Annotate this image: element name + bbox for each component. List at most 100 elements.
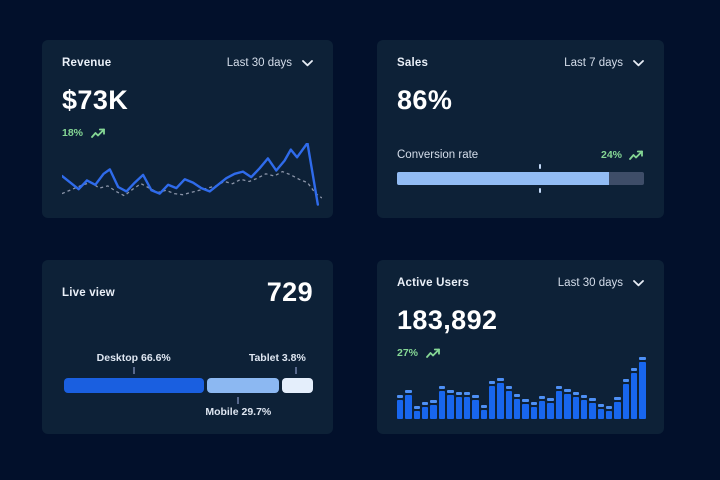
bar-body [480,409,487,419]
bar-cap [622,379,630,383]
bar-body [472,399,479,419]
bar [564,388,571,419]
bar [555,385,563,419]
sales-range-dropdown[interactable]: Last 7 days [564,57,644,69]
live-view-value: 729 [266,277,313,307]
bar-body [463,396,471,419]
bar-cap [430,400,437,404]
revenue-card-title: Revenue [62,57,112,69]
active-users-header: Active Users Last 30 days [397,277,644,289]
bar-body [555,390,563,419]
bar-body [547,402,554,419]
bar [430,400,437,419]
bar [522,399,529,419]
bar [589,397,596,419]
bar-body [514,398,521,419]
revenue-value: $73K [62,85,129,115]
bar [530,402,538,419]
bar-cap [555,385,563,389]
bar [405,390,412,419]
bar-body [430,405,437,419]
bar-cap [413,405,421,409]
live-view-title: Live view [62,286,115,299]
trend-up-icon [426,348,440,358]
bar-cap [572,391,579,395]
bar-cap [438,385,446,389]
bar-cap [522,399,529,403]
bar-cap [605,405,613,409]
active-users-range-dropdown[interactable]: Last 30 days [558,277,644,289]
tablet-callout-tick [294,367,297,374]
bar [505,385,513,419]
bar-body [539,401,546,419]
bar-cap [580,394,588,398]
bar [514,393,521,419]
revenue-card-header: Revenue Last 30 days [62,57,313,69]
active-users-delta: 27% [397,347,644,359]
active-users-delta-value: 27% [397,347,419,359]
desktop-share-label: Desktop 66.6% [96,352,171,364]
bar-body [422,407,429,419]
bar-body [522,404,529,419]
bar-cap [589,397,596,401]
active-users-value: 183,892 [397,305,498,335]
bar-cap [547,397,554,401]
bar-cap [480,404,487,408]
device-breakdown-chart: Desktop 66.6% Tablet 3.8% Mobile 29.7% [64,352,313,424]
bar [572,391,579,419]
live-view-card: Live view 729 Desktop 66.6% Tablet 3.8% … [42,260,333,434]
bar-body [597,408,604,419]
trend-up-icon [91,128,105,138]
dashboard-grid: Revenue Last 30 days $73K 18% Sales [42,40,664,434]
bar [455,392,462,419]
device-segment-bar [64,378,313,393]
bar [472,394,479,419]
active-users-title: Active Users [397,277,470,289]
revenue-line [62,143,318,205]
live-view-header: Live view 729 [62,277,313,308]
bar-body [505,390,513,419]
active-users-bar-chart [397,357,646,419]
bar-body [488,386,496,419]
bar-body [631,373,638,419]
conversion-rate-label: Conversion rate [397,149,479,161]
bar-body [580,399,588,419]
bar-body [405,395,412,419]
desktop-callout-tick [132,367,135,374]
bar-body [605,410,613,419]
bar [463,391,471,419]
active-users-range-label: Last 30 days [557,277,623,289]
sales-range-label: Last 7 days [564,57,623,69]
bar-cap [422,402,429,406]
revenue-range-dropdown[interactable]: Last 30 days [227,57,313,69]
trend-up-icon [629,150,643,160]
bar-body [530,407,538,419]
bar-body [413,410,421,419]
bar-body [622,384,630,419]
bar-cap [472,394,479,398]
bar [580,394,588,419]
bar-cap [488,381,496,385]
chevron-down-icon [633,59,644,66]
progress-marker-bottom [539,188,542,193]
progress-marker-top [539,164,542,169]
bar-cap [631,368,638,372]
bar-body [397,399,404,419]
sales-card-title: Sales [397,57,429,69]
bar [639,357,646,419]
bar-body [589,402,596,419]
bar-body [497,383,504,419]
bar [597,403,604,419]
conversion-progress-fill [397,172,610,185]
bar [622,379,630,419]
bar [497,378,504,419]
bar [539,396,546,419]
revenue-delta: 18% [62,127,313,139]
segment-mobile [207,378,279,393]
bar-body [438,390,446,419]
bar-cap [564,388,571,392]
sales-delta-value: 24% [600,149,622,161]
bar-cap [505,385,513,389]
sales-value: 86% [397,85,453,115]
bar-cap [397,394,404,398]
